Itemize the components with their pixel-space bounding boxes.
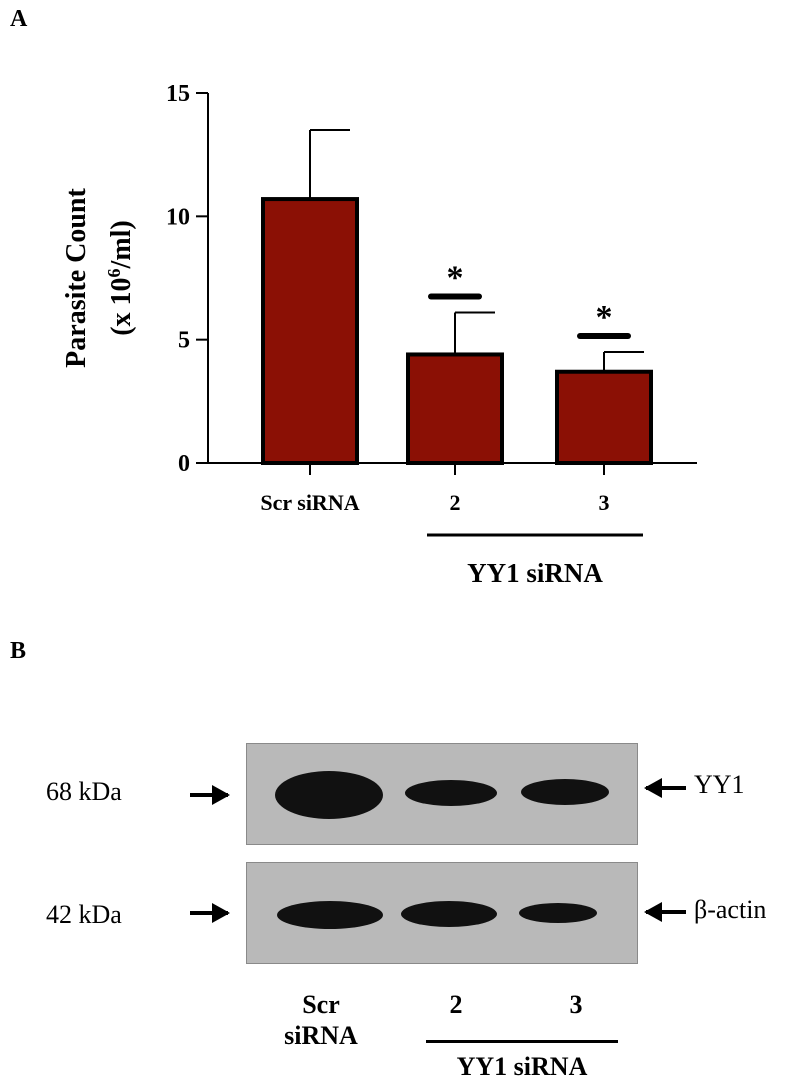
band-actin-3 <box>519 903 597 923</box>
band-yy1-scr <box>275 771 383 819</box>
marker-label-42kda: 42 kDa <box>46 900 122 929</box>
marker-label-68kda: 68 kDa <box>46 777 122 806</box>
y-tick-label: 10 <box>166 204 190 230</box>
blot-beta-actin <box>246 862 638 964</box>
y-axis-label: Parasite Count <box>61 188 92 368</box>
panel-b-letter: B <box>10 638 27 664</box>
arrow-left-icon <box>644 902 686 922</box>
group-label-yy1-sirna: YY1 siRNA <box>456 1052 588 1081</box>
y-axis-label-unit: (x 106/ml) <box>104 220 137 336</box>
y-tick-label: 15 <box>166 81 190 107</box>
x-tick-label: 2 <box>450 490 461 515</box>
lane-label-scr: Scr siRNA <box>266 990 376 1051</box>
lane-label-scr-line2: siRNA <box>284 1020 358 1050</box>
band-yy1-2 <box>405 780 497 806</box>
lane-label-2: 2 <box>449 990 463 1019</box>
y-tick-label: 5 <box>178 328 190 354</box>
bar <box>406 352 504 466</box>
panel-a-letter: A <box>10 6 28 32</box>
significance-marker: * <box>596 299 613 336</box>
group-bracket-line <box>426 1040 618 1043</box>
bar <box>555 369 653 466</box>
bar-chart: Scr siRNA * 2 * 3 0 5 10 15 YY1 siRNA Parasite Cou… <box>61 81 697 588</box>
protein-label-beta-actin: β-actin <box>694 895 767 924</box>
significance-marker: * <box>447 260 464 297</box>
x-tick-label: Scr siRNA <box>260 490 359 515</box>
bar <box>261 197 359 465</box>
blot-yy1 <box>246 743 638 845</box>
lane-label-scr-line1: Scr <box>302 990 340 1019</box>
protein-label-yy1: YY1 <box>694 770 745 799</box>
lane-label-3: 3 <box>569 990 583 1019</box>
y-tick-label: 0 <box>178 451 190 477</box>
band-actin-2 <box>401 901 497 927</box>
x-tick-label: 3 <box>599 490 610 515</box>
arrow-left-icon <box>644 778 686 798</box>
arrow-right-icon <box>190 903 230 923</box>
band-yy1-3 <box>521 779 609 805</box>
group-label: YY1 siRNA <box>467 558 603 588</box>
arrow-right-icon <box>190 785 230 805</box>
band-actin-scr <box>277 901 383 929</box>
